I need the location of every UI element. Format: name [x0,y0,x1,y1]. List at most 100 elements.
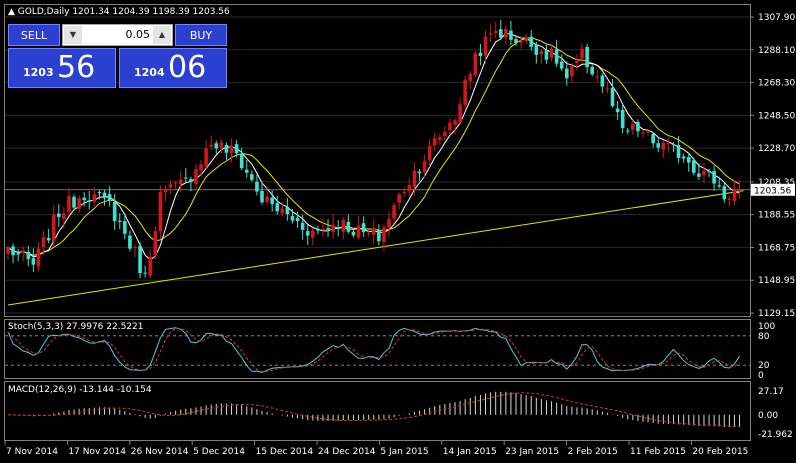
price-tick-label: 1188.55 [758,211,795,221]
price-tick-label: 1288.10 [758,46,795,56]
candle-body [102,192,107,197]
candle-body [133,247,137,249]
candle-body [82,197,86,201]
candle-body [407,185,412,192]
candle-body [676,145,681,158]
candle-body [646,131,650,133]
candle-body [158,192,163,232]
candle-body [199,164,203,171]
candle-body [595,76,600,78]
stoch-level-label: 100 [758,322,775,332]
stochastic-series [5,327,750,374]
candle-body [239,153,244,169]
time-tick-label: 2 Feb 2015 [568,447,618,457]
time-tick-label: 24 Dec 2014 [318,447,376,457]
time-tick-label: 5 Dec 2014 [193,447,245,457]
candle-body [631,123,635,130]
price-tick-label: 1268.30 [758,79,795,89]
candle-body [290,216,295,221]
candle-body [51,214,56,242]
stoch-panel-frame [4,319,751,379]
price-tick-label: 1228.70 [758,144,795,154]
candle-body [427,145,432,160]
lot-decrease-icon[interactable]: ▼ [64,26,82,44]
stoch-signal-line [7,327,740,373]
candle-body [488,33,493,35]
symbol-label: GOLD,Daily [17,7,70,17]
candle-body [250,174,254,180]
candle-body [692,160,696,173]
candle-body [138,245,142,274]
sell-price-box[interactable]: 1203 56 [8,48,116,88]
buy-price-handle: 1204 [134,66,165,79]
candle-body [336,227,340,230]
lot-size-value[interactable]: 0.05 [125,28,151,41]
candle-body [702,170,706,176]
sell-button[interactable]: SELL [8,24,60,46]
candle-body [72,196,76,208]
candle-body [478,52,483,57]
lot-size-field[interactable]: ▼ 0.05 ▲ [62,24,173,46]
candle-body [46,237,51,241]
candle-body [87,200,92,202]
candle-body [224,144,229,153]
candle-body [285,206,290,215]
price-tick-label: 1208.35 [758,178,795,188]
candle-body [549,48,554,58]
candle-body [255,181,259,192]
stoch-label: Stoch(5,3,3) 27.9976 22.5221 [8,322,144,332]
candle-body [610,87,615,107]
one-click-trading-panel: SELL ▼ 0.05 ▲ BUY 1203 56 1204 06 [8,24,227,88]
candle-body [671,144,676,146]
candle-body [509,30,513,40]
buy-price-box[interactable]: 1204 06 [119,48,227,88]
candle-body [26,251,31,260]
candle-body [31,258,36,265]
candle-body [686,157,691,163]
macd-label: MACD(12,26,9) -13.144 -10.154 [8,385,152,395]
time-tick-label: 26 Nov 2014 [131,447,189,457]
candle-body [737,189,742,192]
ohlc-values: 1201.34 1204.39 1198.39 1203.56 [72,7,230,17]
candle-body [11,246,15,256]
candle-body [575,60,579,64]
sell-price-pips: 56 [57,50,96,85]
candle-body [717,185,721,187]
candle-body [666,142,671,144]
candle-body [544,50,549,60]
candle-body [280,208,285,214]
price-tick-label: 1168.75 [758,243,795,253]
candle-body [234,144,239,154]
candle-body [722,186,727,200]
candle-body [732,190,737,201]
candle-body [57,213,61,218]
collapse-triangle-icon[interactable]: ▲ [8,7,15,17]
candle-body [417,171,422,174]
candle-body [361,223,366,233]
candle-body [326,227,330,230]
price-tick-label: 1148.95 [758,276,795,286]
candle-body [270,197,274,204]
candle-body [153,231,158,255]
candle-body [620,109,625,129]
candle-body [453,120,457,125]
lot-increase-icon[interactable]: ▲ [153,26,171,44]
buy-button[interactable]: BUY [175,24,227,46]
candle-body [92,194,97,202]
macd-series [7,391,741,428]
candle-body [67,196,71,212]
buy-price-pips: 06 [168,50,207,85]
candle-body [209,144,213,147]
time-tick-label: 17 Nov 2014 [68,447,126,457]
candle-body [366,232,371,234]
time-tick-label: 23 Jan 2015 [505,447,559,457]
current-price-badge [751,183,795,196]
candle-body [422,161,427,172]
candle-body [41,237,46,247]
candle-body [727,198,732,200]
macd-level-label: -21.962 [758,430,793,440]
candle-body [392,205,396,219]
candle-body [143,272,147,274]
candle-body [351,231,356,236]
